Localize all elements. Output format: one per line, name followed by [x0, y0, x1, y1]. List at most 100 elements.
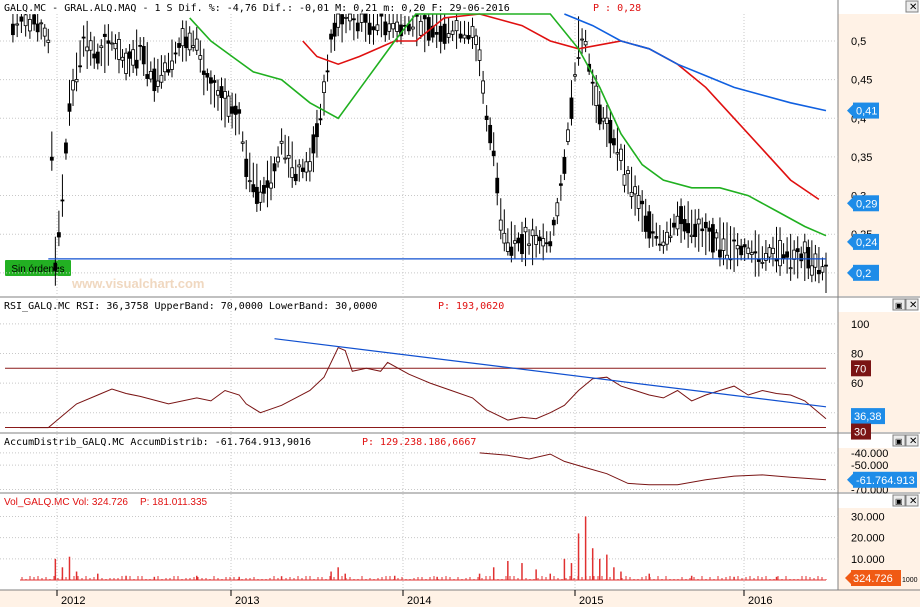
price-candle-body: [262, 185, 266, 194]
price-candle-body: [332, 22, 337, 37]
vol-panel-maximize-button[interactable]: ▣: [892, 494, 906, 507]
price-candle-body: [700, 228, 705, 232]
price-candle-body: [78, 65, 82, 68]
price-candle-body: [355, 22, 360, 32]
price-candle-body: [611, 138, 616, 146]
price-candle-body: [544, 242, 549, 245]
price-candle-body: [665, 231, 669, 245]
price-candle-body: [520, 234, 524, 255]
x-tick-label: 2012: [61, 595, 85, 607]
price-candle-body: [131, 49, 136, 66]
price-candle-body: [244, 158, 249, 177]
price-tick-label: 0,35: [851, 152, 872, 164]
rsi-tick-label: 60: [851, 378, 863, 390]
price-candle-body: [110, 42, 114, 45]
price-candle-body: [513, 240, 517, 244]
price-candle-body: [283, 157, 288, 160]
price-value-label: 0,24: [856, 237, 877, 249]
rsi-value-label: 36,38: [854, 411, 882, 423]
price-candle-body: [661, 241, 666, 247]
price-candle-body: [488, 124, 493, 144]
rsi-panel-maximize-button[interactable]: ▣: [892, 298, 906, 311]
price-candle-body: [318, 118, 323, 121]
rsi-panel-close-button[interactable]: ✕: [905, 298, 919, 311]
price-candle-body: [46, 39, 51, 43]
price-candle-body: [597, 104, 602, 125]
price-candle-body: [351, 18, 356, 21]
price-candle-body: [49, 156, 54, 161]
price-header: GALQ.MC - GRAL.ALQ.MAQ - 1 S Dif. %: -4,…: [4, 3, 510, 14]
price-panel-close-button[interactable]: ✕: [905, 0, 919, 13]
price-candle-body: [272, 163, 277, 172]
price-candle-body: [138, 44, 143, 47]
price-candle-body: [643, 215, 648, 232]
price-line-sma-blue: [564, 13, 827, 112]
price-candle-body: [629, 191, 634, 197]
price-candle-body: [293, 173, 298, 182]
accum-panel-maximize-button[interactable]: ▣: [892, 434, 906, 447]
accum-tick-label: -50.000: [851, 460, 888, 472]
price-candle-body: [707, 227, 712, 232]
price-candle-body: [756, 259, 761, 262]
accum-panel-close-button[interactable]: ✕: [905, 434, 919, 447]
axis-layer: 201220132014201520160,50,450,40,350,30,2…: [56, 36, 918, 607]
price-candle-body: [11, 23, 15, 36]
price-candle-body: [778, 240, 782, 267]
price-candle-body: [208, 77, 213, 84]
price-value-label-box: [853, 264, 879, 281]
price-candle-body: [562, 156, 567, 174]
order-pill-label: Sin órdenes: [11, 264, 64, 275]
vol-layer: [20, 516, 827, 581]
price-candle-body: [187, 32, 192, 51]
price-candle-body: [590, 81, 595, 84]
price-candle-body: [53, 262, 58, 271]
price-candle-body: [604, 117, 609, 124]
price-value-label-box: [853, 195, 879, 212]
price-candle-body: [799, 253, 804, 262]
vol-tick-label: 20.000: [851, 533, 885, 545]
price-candle-body: [340, 14, 344, 25]
price-candle-body: [39, 22, 44, 25]
vol-value-label-arrow: [845, 572, 851, 584]
price-candle-body: [491, 150, 496, 157]
price-value-label-box: [853, 102, 879, 119]
price-candle-body: [446, 33, 451, 38]
price-candle-body: [498, 219, 503, 231]
price-candle-body: [322, 81, 326, 93]
price-candle-body: [383, 21, 388, 36]
vol-header: Vol_GALQ.MC Vol: 324.726: [4, 497, 128, 508]
svg-text:▣: ▣: [895, 301, 903, 310]
order-pill[interactable]: Sin órdenes: [5, 260, 71, 276]
price-candle-body: [258, 191, 263, 203]
price-candle-body: [679, 206, 683, 225]
price-candle-body: [237, 109, 242, 114]
price-candle-body: [32, 14, 37, 25]
price-candle-body: [216, 90, 220, 96]
watermark: www.visualchart.com: [71, 276, 204, 291]
price-candle-body: [813, 253, 818, 268]
vol-panel-close-button[interactable]: ✕: [905, 494, 919, 507]
price-candle-body: [201, 70, 206, 75]
price-candle-body: [693, 223, 698, 237]
price-candle-body: [233, 105, 238, 115]
price-line-sma-red: [302, 13, 820, 201]
price-candle-body: [495, 177, 500, 194]
svg-text:✕: ✕: [909, 300, 917, 311]
price-candle-body: [74, 79, 79, 83]
price-candle-body: [505, 242, 510, 252]
price-candle-body: [300, 167, 305, 172]
price-candle-body: [67, 103, 72, 112]
price-candle-body: [430, 25, 435, 38]
price-candle-body: [106, 40, 111, 44]
price-candle-body: [311, 134, 316, 154]
x-tick-label: 2013: [235, 595, 259, 607]
rsi-value-label-box: [851, 423, 871, 440]
price-candle-body: [395, 21, 399, 32]
price-candle-body: [626, 170, 630, 175]
price-candle-body: [566, 129, 570, 142]
time-axis-bg: [0, 590, 920, 607]
vol-value-label-box: [851, 570, 901, 586]
price-candle-body: [675, 215, 680, 230]
rsi-value-label-box: [851, 360, 871, 377]
